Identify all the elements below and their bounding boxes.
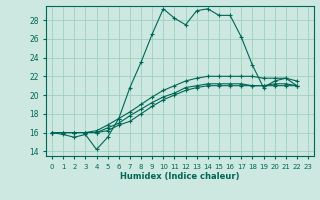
X-axis label: Humidex (Indice chaleur): Humidex (Indice chaleur) <box>120 172 240 181</box>
